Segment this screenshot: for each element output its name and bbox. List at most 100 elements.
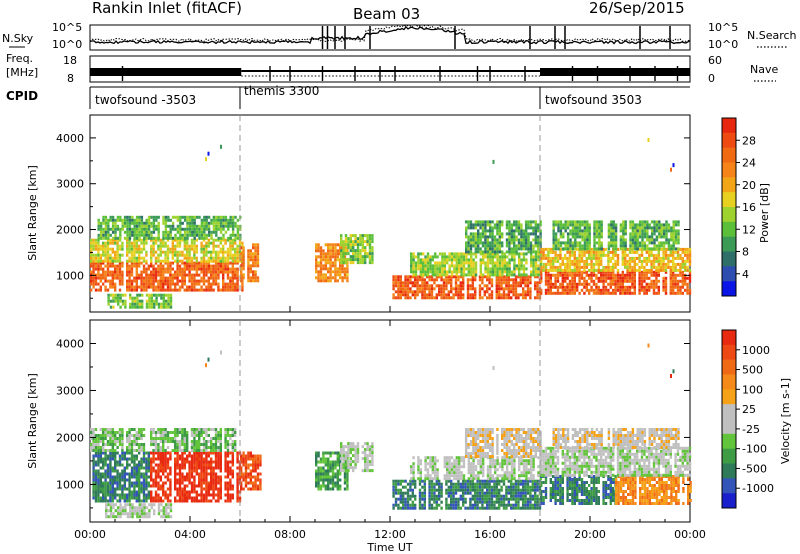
power-echo-cell (513, 273, 516, 277)
velocity-echo-cell (152, 454, 155, 458)
power-echo-cell (626, 253, 629, 257)
power-echo-cell (520, 229, 523, 233)
velocity-echo-cell (205, 469, 208, 473)
power-echo-cell (636, 250, 639, 254)
power-echo-cell (234, 267, 237, 271)
velocity-echo-cell (145, 463, 148, 467)
power-echo-cell (470, 255, 473, 259)
power-echo-cell (540, 291, 543, 295)
power-echo-cell (477, 223, 480, 227)
velocity-echo-cell (226, 499, 230, 503)
velocity-echo-cell (205, 475, 208, 479)
velocity-echo-cell (121, 484, 124, 488)
power-echo-cell (526, 293, 530, 297)
power-echo-cell (176, 267, 179, 271)
velocity-echo-cell (104, 454, 107, 458)
power-echo-cell (643, 285, 646, 289)
power-echo-cell (583, 259, 586, 263)
velocity-echo-cell (178, 457, 182, 461)
power-echo-cell (207, 267, 210, 271)
velocity-echo-cell (111, 466, 114, 470)
power-echo-cell (117, 299, 120, 303)
velocity-echo-cell (162, 481, 165, 485)
power-echo-cell (157, 302, 161, 306)
power-echo-cell (97, 241, 100, 245)
power-echo-cell (128, 227, 132, 231)
power-echo-cell (491, 226, 494, 230)
power-echo-cell (222, 247, 225, 251)
power-echo-cell (186, 288, 189, 292)
power-echo-cell (513, 220, 516, 224)
power-echo-cell (490, 293, 494, 297)
power-echo-cell (128, 236, 132, 240)
power-echo-cell (498, 273, 502, 277)
power-echo-cell (469, 250, 473, 254)
power-echo-cell (174, 259, 177, 263)
power-echo-cell (491, 238, 494, 242)
velocity-echo-cell (128, 437, 131, 440)
power-echo-cell (610, 238, 613, 242)
power-echo-cell (566, 256, 569, 260)
velocity-echo-cell (181, 454, 184, 458)
power-echo-cell (174, 273, 177, 277)
power-echo-cell (131, 218, 134, 222)
power-echo-cell (650, 238, 654, 242)
power-echo-cell (631, 229, 635, 233)
power-echo-cell (564, 256, 567, 260)
power-echo-cell (576, 273, 579, 277)
power-echo-cell (665, 232, 668, 236)
power-echo-cell (179, 218, 182, 222)
power-echo-cell (97, 273, 100, 277)
power-echo-cell (640, 273, 644, 277)
power-echo-cell (317, 276, 320, 280)
power-echo-cell (607, 276, 610, 280)
power-echo-region (540, 270, 692, 295)
power-echo-cell (186, 244, 189, 248)
power-echo-cell (231, 261, 234, 265)
power-echo-cell (116, 247, 119, 251)
power-echo-cell (446, 270, 449, 274)
power-echo-cell (525, 241, 528, 245)
velocity-echo-cell (106, 463, 110, 467)
power-echo-cell (166, 279, 170, 283)
power-echo-cell (140, 279, 143, 283)
velocity-echo-cell (99, 451, 102, 455)
power-echo-cell (336, 273, 339, 277)
velocity-echo-cell (111, 469, 114, 473)
power-echo-cell (240, 255, 243, 259)
power-echo-cell (491, 255, 494, 259)
velocity-echo-cell (135, 463, 138, 467)
velocity-echo-cell (217, 454, 220, 458)
power-echo-cell (247, 255, 250, 259)
power-echo-cell (450, 273, 454, 277)
power-echo-cell (609, 285, 612, 289)
velocity-echo-cell (121, 475, 124, 479)
power-echo-cell (664, 247, 668, 251)
velocity-echo-cell (178, 499, 182, 503)
power-colorbar-swatch (722, 118, 736, 134)
power-echo-cell (417, 261, 420, 265)
power-echo-cell (552, 259, 555, 263)
power-echo-cell (597, 262, 600, 266)
power-echo-cell (670, 238, 673, 242)
velocity-echo-cell (102, 493, 105, 497)
power-echo-cell (118, 270, 122, 274)
power-echo-cell (97, 238, 100, 242)
power-echo-cell (399, 290, 402, 294)
power-echo-cell (607, 250, 610, 254)
power-echo-cell (434, 267, 437, 271)
velocity-echo-cell (114, 478, 117, 482)
power-echo-cell (470, 261, 473, 265)
power-echo-cell (234, 233, 237, 237)
velocity-echo-cell (116, 487, 119, 491)
power-echo-cell (183, 276, 186, 280)
power-echo-cell (142, 282, 146, 286)
power-echo-cell (214, 282, 218, 286)
power-echo-cell (426, 267, 430, 271)
power-echo-cell (580, 276, 584, 280)
power-echo-cell (327, 267, 330, 271)
power-echo-cell (352, 249, 355, 253)
velocity-echo-cell (92, 460, 95, 464)
power-echo-cell (484, 223, 487, 227)
power-echo-cell (133, 244, 136, 248)
